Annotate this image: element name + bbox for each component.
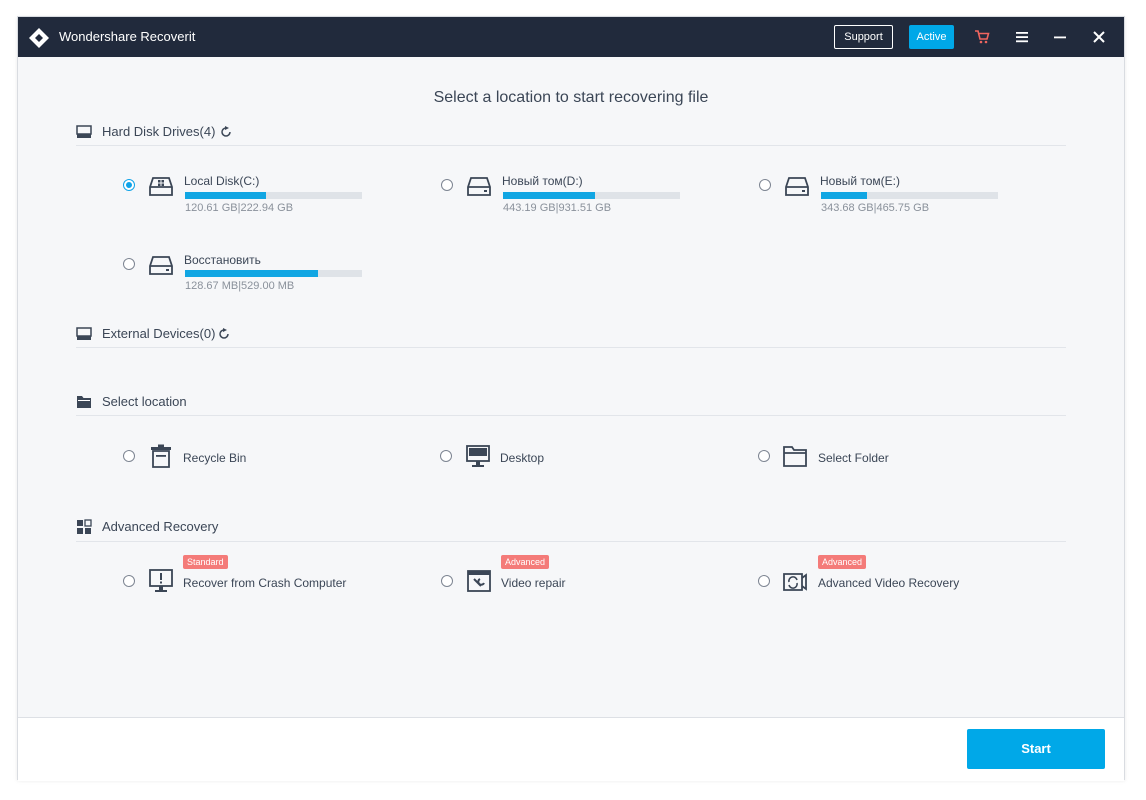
refresh-icon[interactable] <box>220 126 232 138</box>
section-divider <box>76 541 1066 542</box>
location-label-recycle-bin: Recycle Bin <box>183 451 247 465</box>
advanced-label-video-repair: Video repair <box>501 576 566 590</box>
app-title: Wondershare Recoverit <box>59 29 196 44</box>
drive-usage-bar-d <box>503 192 680 199</box>
location-radio-select-folder[interactable] <box>758 450 770 462</box>
refresh-external-icon[interactable] <box>218 328 230 340</box>
drive-usage-bar-e <box>821 192 998 199</box>
drive-usage-fill-c <box>185 192 267 199</box>
section-divider <box>76 145 1066 146</box>
drive-radio-c[interactable] <box>123 179 135 191</box>
active-button[interactable]: Active <box>909 25 954 49</box>
section-external-devices: External Devices(0) <box>76 325 1066 345</box>
footer-bar: Start <box>18 717 1124 781</box>
drive-recovery-icon <box>149 256 173 275</box>
close-icon[interactable] <box>1091 29 1107 45</box>
drive-label-d: Новый том(D:) <box>502 174 583 188</box>
section-advanced-recovery: Advanced Recovery <box>76 518 1066 538</box>
drive-size-recovery: 128.67 MB|529.00 MB <box>185 280 295 292</box>
minimize-icon[interactable] <box>1052 29 1068 45</box>
hard-disk-section-icon <box>76 125 92 138</box>
drive-radio-e[interactable] <box>759 179 771 191</box>
drive-d-icon <box>467 177 491 196</box>
crash-computer-icon <box>149 569 173 592</box>
drive-size-e: 343.68 GB|465.75 GB <box>821 202 930 214</box>
drive-label-e: Новый том(E:) <box>820 174 900 188</box>
drive-usage-fill-d <box>503 192 596 199</box>
cart-icon[interactable] <box>974 29 990 45</box>
drive-label-c: Local Disk(C:) <box>184 174 260 188</box>
external-device-section-icon <box>76 327 92 340</box>
drive-c-icon <box>149 177 173 196</box>
advanced-label-crash: Recover from Crash Computer <box>183 576 347 590</box>
start-button[interactable]: Start <box>967 729 1105 769</box>
section-label-external: External Devices(0) <box>102 326 216 341</box>
menu-icon[interactable] <box>1014 29 1030 45</box>
folder-icon <box>783 446 807 467</box>
drive-usage-bar-c <box>185 192 362 199</box>
advanced-label-video-recovery: Advanced Video Recovery <box>818 576 960 590</box>
section-label-hard-disks: Hard Disk Drives(4) <box>102 124 216 139</box>
badge-advanced: Advanced <box>501 555 550 569</box>
folder-section-icon <box>77 396 91 408</box>
support-button[interactable]: Support <box>834 25 893 49</box>
section-label-advanced-recovery: Advanced Recovery <box>102 519 219 534</box>
section-select-location: Select location <box>76 393 1066 413</box>
app-window: Wondershare Recoverit Support Active Sel… <box>17 16 1125 781</box>
drive-radio-recovery[interactable] <box>123 258 135 270</box>
badge-advanced: Advanced <box>818 555 867 569</box>
section-divider <box>76 347 1066 348</box>
location-label-desktop: Desktop <box>500 451 545 465</box>
desktop-icon <box>466 445 490 467</box>
grid-section-icon <box>77 519 92 534</box>
drive-size-c: 120.61 GB|222.94 GB <box>185 202 294 214</box>
app-logo-icon <box>29 28 49 48</box>
title-bar: Wondershare Recoverit Support Active <box>18 17 1124 57</box>
section-label-select-location: Select location <box>102 394 187 409</box>
drive-usage-bar-recovery <box>185 270 362 277</box>
location-radio-recycle-bin[interactable] <box>123 450 135 462</box>
recycle-bin-icon <box>151 444 171 468</box>
location-radio-desktop[interactable] <box>440 450 452 462</box>
drive-e-icon <box>785 177 809 196</box>
advanced-radio-crash[interactable] <box>123 575 135 587</box>
location-label-select-folder: Select Folder <box>818 451 889 465</box>
drive-usage-fill-recovery <box>185 270 318 277</box>
section-hard-disk-drives: Hard Disk Drives(4) <box>76 123 1066 143</box>
advanced-video-icon <box>783 573 807 591</box>
drive-radio-d[interactable] <box>441 179 453 191</box>
advanced-radio-video-repair[interactable] <box>441 575 453 587</box>
drive-label-recovery: Восстановить <box>184 253 261 267</box>
drive-size-d: 443.19 GB|931.51 GB <box>503 202 612 214</box>
section-divider <box>76 415 1066 416</box>
video-repair-icon <box>467 570 491 592</box>
badge-standard: Standard <box>183 555 228 569</box>
drive-usage-fill-e <box>821 192 868 199</box>
page-heading: Select a location to start recovering fi… <box>433 89 709 106</box>
advanced-radio-video-recovery[interactable] <box>758 575 770 587</box>
